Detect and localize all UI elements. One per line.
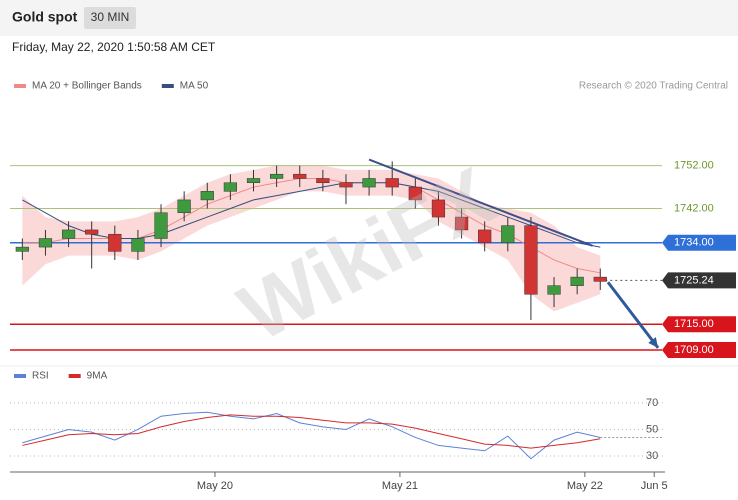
candle-body (223, 182, 237, 192)
candle-body (524, 225, 538, 295)
legend-swatch (161, 84, 174, 88)
level-tag (662, 234, 736, 251)
candle-body (362, 178, 376, 188)
x-tick-label: May 22 (567, 480, 603, 492)
candle-body (570, 276, 584, 286)
candle-body (593, 276, 607, 282)
candle-body (478, 229, 492, 244)
x-tick-label: May 20 (197, 480, 233, 492)
candle-body (293, 173, 307, 179)
bollinger-band (22, 165, 601, 312)
candle-body (501, 225, 515, 244)
level-tag (662, 341, 736, 358)
level-label: 1734.00 (674, 237, 714, 249)
level-tag (662, 272, 736, 289)
legend-label: MA 50 (180, 81, 209, 92)
candle-body (547, 285, 561, 295)
level-label: 1709.00 (674, 344, 714, 356)
x-tick-label: May 21 (382, 480, 418, 492)
rsi-tick-label: 30 (646, 450, 658, 462)
rsi-line (22, 411, 601, 460)
candle-body (85, 229, 99, 235)
candle-body (246, 178, 261, 184)
forecast-arrow (606, 281, 660, 349)
plot: MA 20 + Bollinger Bands MA 50 RSI 9MA 1752.0… (0, 81, 738, 492)
candle-body (339, 182, 353, 188)
legend-label: RSI (32, 371, 49, 382)
legend-swatch (68, 374, 81, 378)
candle-body (200, 191, 214, 201)
candle-body (61, 229, 76, 239)
level-label: 1725.24 (674, 274, 714, 286)
candle-body (408, 186, 422, 201)
rsi-line (22, 414, 601, 449)
rsi-tick-label: 70 (646, 397, 658, 409)
level-label: 1715.00 (674, 318, 714, 330)
interval[interactable]: 30 MIN (91, 10, 130, 24)
level-tag (662, 316, 736, 333)
candle-body (15, 246, 29, 252)
arrow-head (648, 337, 659, 348)
timestamp: Friday, May 22, 2020 1:50:58 AM CET (12, 40, 216, 54)
legend-swatch (14, 374, 26, 378)
trendline (368, 158, 593, 247)
level-label: 1742.00 (674, 202, 714, 214)
candle-body (454, 216, 469, 231)
level-label: 1752.00 (674, 160, 714, 172)
candle-body (177, 199, 191, 214)
interval-badge[interactable] (84, 7, 136, 29)
candle-body (316, 178, 330, 184)
title: Gold spot (12, 9, 78, 25)
candle-body (385, 178, 399, 188)
candle-body (431, 199, 446, 218)
legend-label: MA 20 + Bollinger Bands (32, 81, 142, 92)
rsi-tick-label: 50 (646, 423, 658, 435)
candle-body (154, 212, 168, 239)
x-tick-label: Jun 5 (641, 480, 668, 492)
candle-body (108, 233, 122, 252)
candle-body (270, 173, 284, 179)
candle-body (131, 238, 145, 252)
candle-body (38, 238, 53, 248)
source: Research © 2020 Trading Central (579, 81, 728, 92)
legend-swatch (14, 84, 26, 88)
legend-label: 9MA (87, 371, 108, 382)
